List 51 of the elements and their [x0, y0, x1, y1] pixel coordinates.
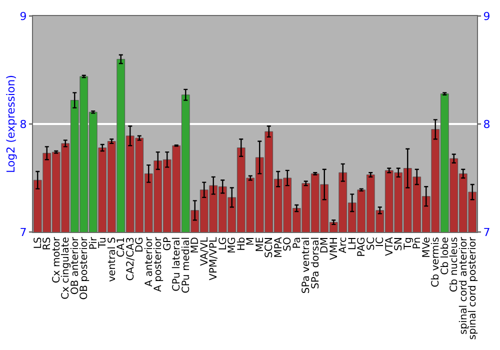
x-tick-label: SPa dorsal — [310, 237, 322, 289]
y-tick-label: 7 — [20, 226, 27, 239]
x-tick-label: SCN — [264, 237, 276, 258]
x-tick-label: IC — [375, 236, 386, 247]
y2-tick-label: 9 — [483, 10, 490, 23]
x-tick-label: DM — [320, 237, 331, 254]
x-tick-label: Cb nucleus — [449, 237, 460, 292]
x-tick-label: CA2/CA3 — [125, 237, 136, 281]
x-tick-label: Cx motor — [51, 236, 62, 284]
x-tick-label: Tg — [402, 237, 414, 250]
x-tick-label: A posterior — [153, 236, 164, 292]
x-tick-label: CA1 — [116, 237, 128, 258]
x-tick-label: MPA — [273, 236, 284, 258]
x-tick-label: GP — [162, 237, 174, 251]
y2-tick-label: 7 — [483, 226, 490, 239]
y-axis-title: Log2 (expression) — [4, 74, 18, 174]
x-tick-label: Cx cingulate — [60, 237, 72, 300]
x-tick-label: CPu medial — [180, 237, 192, 294]
x-tick-label: Hb — [236, 237, 248, 251]
x-tick-label: Pir — [88, 236, 100, 250]
x-tick-label: VMH — [328, 237, 340, 260]
x-tick-label: Pa — [292, 237, 303, 249]
x-tick-label: ventral S — [106, 237, 118, 282]
x-tick-label: DG — [134, 237, 146, 252]
x-tick-label: ME — [254, 237, 266, 252]
x-tick-label: VTA — [384, 236, 396, 256]
x-tick-label: SC — [366, 236, 377, 250]
y2-tick-label: 8 — [483, 118, 490, 131]
x-tick-label: OB posterior — [79, 236, 90, 300]
x-tick-label: OB anterior — [70, 236, 81, 295]
y-tick-label: 9 — [20, 10, 27, 23]
x-tick-label: LH — [347, 237, 358, 250]
x-tick-label: LS — [32, 237, 44, 249]
x-tick-label: RS — [42, 237, 54, 250]
x-tick-label: PAG — [356, 237, 368, 257]
x-tick-label: MD — [190, 236, 202, 254]
x-tick-label: LG — [218, 237, 229, 250]
x-tick-label: spinal cord anterior — [458, 236, 470, 334]
x-tick-label: A anterior — [144, 236, 155, 287]
x-tick-label: spinal cord posterior — [468, 236, 479, 340]
x-tick-label: VPM/VPL — [208, 236, 220, 280]
x-tick-label: Pn — [412, 237, 424, 250]
x-tick-label: MVe — [421, 237, 432, 258]
x-tick-label: Tu — [98, 237, 109, 249]
x-tick-label: Arc — [338, 237, 350, 254]
x-tick-label: M — [246, 237, 257, 246]
x-tick-label: Cb lobe — [440, 237, 451, 275]
x-tick-label: SN — [394, 237, 405, 251]
x-tick-label: VA/VL — [199, 236, 210, 266]
y-tick-label: 8 — [20, 118, 27, 131]
x-tick-label: SO — [282, 236, 294, 252]
